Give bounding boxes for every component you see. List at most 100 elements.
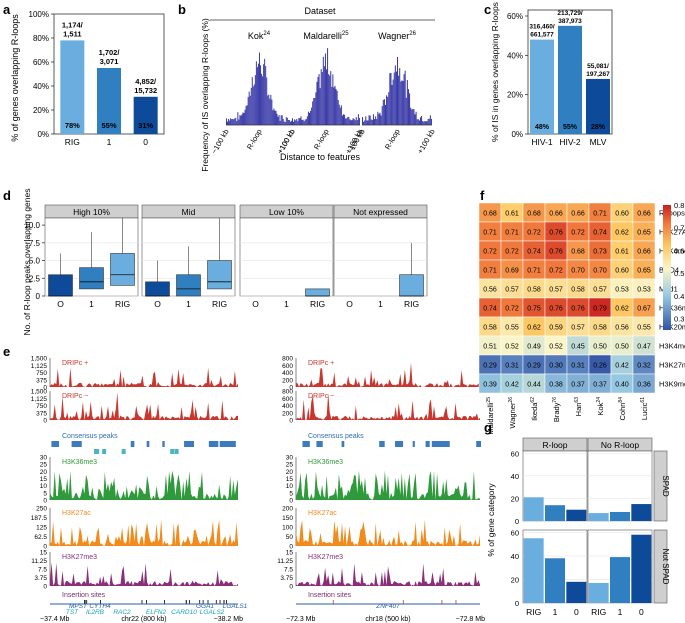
panel-e-ytick-label: 125 xyxy=(36,525,47,532)
panel-b-hist-bar xyxy=(245,105,247,125)
panel-b-hist-bar xyxy=(430,118,432,125)
panel-e-signal-track xyxy=(50,367,238,387)
panel-b-hist-bar xyxy=(370,119,372,125)
panel-b-hist-bar xyxy=(339,107,341,125)
panel-e-ytick-label: 25 xyxy=(286,462,294,469)
panel-b-hist-bar xyxy=(384,104,387,125)
panel-g-ytick-label: 60 xyxy=(511,449,519,458)
panel-f-cell-value: 0.70 xyxy=(593,268,607,275)
panel-b-hist-bar xyxy=(410,107,412,125)
panel-f-cell-value: 0.50 xyxy=(615,344,629,351)
panel-e-ytick-label: 3.75 xyxy=(280,575,293,582)
panel-b-hist-bar xyxy=(429,115,431,125)
panel-b-hist-bar xyxy=(353,118,355,125)
panel-g-bar xyxy=(545,558,565,603)
panel-b-ylabel: Frequency of IS overlapping R-loops (%) xyxy=(200,18,210,172)
panel-f-cell-value: 0.62 xyxy=(615,230,629,237)
panel-d-category-label: RIG xyxy=(212,299,227,309)
panel-b-hist-bar xyxy=(297,121,299,125)
panel-g-bar xyxy=(566,581,587,603)
panel-e-ytick-label: 30 xyxy=(286,455,294,462)
panel-e-ytick-label: 375 xyxy=(36,377,47,384)
panel-c-count-label: 213,729/ xyxy=(557,10,582,17)
panel-e-track-label: H3K27ac xyxy=(308,510,337,517)
panel-a-count-label: 4,852/ xyxy=(135,77,157,86)
panel-a-count-label: 15,732 xyxy=(134,86,157,95)
panel-g-ytick-label: 20 xyxy=(511,575,519,584)
panel-f-cell-value: 0.29 xyxy=(483,363,497,370)
panel-e-ytick-label: 750 xyxy=(36,370,47,377)
panel-e-ytick-label: 0 xyxy=(43,544,47,551)
panel-f-cell-value: 0.72 xyxy=(505,306,519,313)
panel-a-count-label: 1,174/ xyxy=(62,20,84,29)
panel-e-peak-block xyxy=(444,441,450,447)
panel-g-bar xyxy=(545,505,565,521)
panel-f-cell-value: 0.76 xyxy=(571,306,585,313)
panel-b-hist-bar xyxy=(382,99,384,125)
panel-b-hist-bar xyxy=(416,119,418,125)
panel-f-cell-value: 0.52 xyxy=(505,344,519,351)
panel-e-ytick-label: 0 xyxy=(43,498,47,505)
panel-g-bar xyxy=(588,513,609,521)
panel-letters: a b c d e f g xyxy=(3,2,492,435)
panel-f-cell-value: 0.57 xyxy=(593,287,607,294)
panel-e-track-label: H3K27me3 xyxy=(62,554,97,561)
panel-b-distributions: Dataset Distance to features Frequency o… xyxy=(200,6,437,172)
panel-d-boxplots: No. of R-loop peaks overlapping genes 0 2.… xyxy=(22,189,428,335)
panel-d-facet-label: High 10% xyxy=(73,207,110,217)
panel-g-category-label: 1 xyxy=(553,607,558,617)
panel-b-hist-bar xyxy=(411,109,413,125)
panel-b-hist-bar xyxy=(255,61,257,125)
panel-b-dataset-title: Wagner26 xyxy=(378,31,417,41)
panel-f-cell-value: 0.57 xyxy=(505,287,519,294)
panel-f-colorbar-tick: 0.4 xyxy=(674,292,684,301)
panel-c-ytick-label: 0% xyxy=(511,130,523,139)
panel-b-hist-bar xyxy=(299,118,301,125)
panel-a-count-label: 1,702/ xyxy=(99,48,121,57)
panel-f-cell-value: 0.68 xyxy=(527,211,541,218)
panel-b-hist-bar xyxy=(376,119,378,125)
panel-f-cell-value: 0.76 xyxy=(549,306,563,313)
panel-f-cell-value: 0.58 xyxy=(593,325,607,332)
panel-b-hist-bar xyxy=(253,84,255,125)
panel-e-ytick-label: 30 xyxy=(40,455,48,462)
panel-b-hist-bar xyxy=(306,116,308,125)
panel-e-ytick-label: 1,500 xyxy=(31,389,48,396)
panel-e-signal-track xyxy=(296,519,480,546)
panel-e-ytick-label: 600 xyxy=(282,396,293,403)
panel-b-hist-bar xyxy=(369,115,371,125)
panel-b-hist-bar xyxy=(232,119,234,125)
panel-f-cell-value: 0.26 xyxy=(593,363,607,370)
panel-b-hist-bar xyxy=(247,97,249,125)
panel-f-cell-value: 0.37 xyxy=(571,382,585,389)
panel-a-ylabel: % of genes overlapping R-loops xyxy=(10,14,20,142)
panel-a-ytick-label: 100% xyxy=(29,10,49,19)
panel-b-hist-bar xyxy=(421,115,423,125)
panel-d-category-label: RIG xyxy=(404,299,419,309)
panel-e-axis-middle: chr22 (800 kb) xyxy=(121,616,166,623)
panel-letter-e: e xyxy=(3,344,10,359)
panel-b-hist-bar xyxy=(341,115,343,125)
panel-e-gene-name: RAC2 xyxy=(113,609,131,616)
panel-b-hist-bar xyxy=(378,113,380,125)
panel-g-bar xyxy=(631,504,652,521)
panel-b-hist-bar xyxy=(227,121,229,125)
panel-f-cell-value: 0.53 xyxy=(637,287,651,294)
panel-f-cell-value: 0.71 xyxy=(483,230,497,237)
panel-e-gene-name: GGA1 xyxy=(196,603,214,610)
panel-b-hist-bar xyxy=(282,118,284,125)
panel-b-hist-bar xyxy=(265,66,267,125)
panel-letter-f: f xyxy=(480,188,485,203)
panel-e-gene-name: TST xyxy=(66,609,79,616)
panel-b-hist-bar xyxy=(275,110,277,125)
panel-b-hist-bar xyxy=(256,67,258,125)
panel-f-cell-value: 0.71 xyxy=(483,268,497,275)
panel-g-bar xyxy=(588,582,609,603)
panel-f-row-label: H3K4me3 xyxy=(659,342,685,351)
panel-f-cell-value: 0.60 xyxy=(615,211,629,218)
panel-e-peak-block xyxy=(412,441,415,447)
panel-b-hist-bar xyxy=(244,109,246,125)
panel-g-row-strip xyxy=(653,450,668,522)
panel-g-row-strip xyxy=(653,529,668,604)
panel-f-cell-value: 0.74 xyxy=(593,230,607,237)
